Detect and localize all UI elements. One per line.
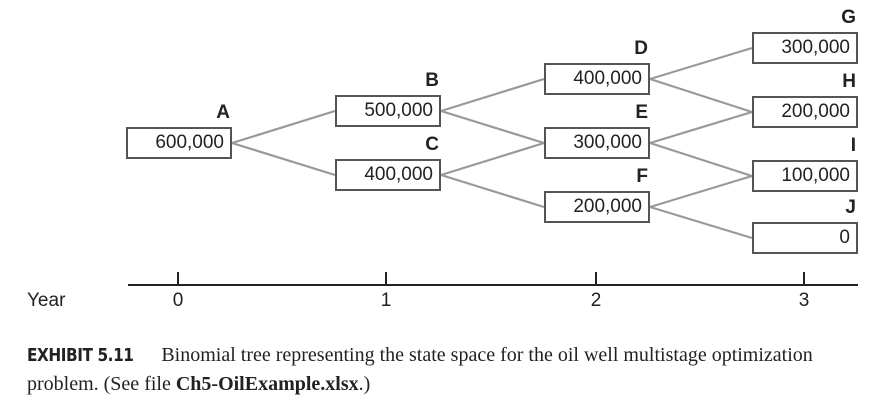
node-label-D: D — [634, 38, 648, 59]
node-label-J: J — [845, 197, 856, 218]
tick-label: 2 — [590, 290, 602, 311]
caption-end: .) — [358, 373, 371, 395]
exhibit-number: EXHIBIT 5.11 — [27, 345, 134, 366]
edge-B-D — [440, 77, 545, 113]
edge-A-C — [231, 141, 336, 177]
edge-C-E — [440, 141, 545, 177]
caption-text: Binomial tree representing the state spa… — [27, 344, 813, 395]
node-label-F: F — [636, 166, 648, 187]
edge-B-E — [440, 109, 545, 145]
edge-F-I — [649, 174, 753, 209]
edge-A-B — [231, 109, 336, 145]
node-B: 500,000 — [335, 95, 441, 127]
node-label-G: G — [841, 7, 856, 28]
node-label-E: E — [635, 102, 648, 123]
node-D: 400,000 — [544, 63, 650, 95]
node-value: 200,000 — [781, 101, 850, 122]
caption-file: Ch5-OilExample.xlsx — [175, 373, 359, 395]
edge-C-F — [440, 173, 545, 209]
node-value: 300,000 — [573, 132, 642, 153]
node-F: 200,000 — [544, 191, 650, 223]
node-value: 500,000 — [364, 100, 433, 121]
edge-E-H — [649, 110, 753, 145]
edge-D-G — [649, 46, 753, 81]
axis-label: Year — [27, 290, 66, 311]
node-label-H: H — [842, 71, 856, 92]
node-value: 200,000 — [573, 196, 642, 217]
node-label-I: I — [850, 135, 856, 156]
edge-D-H — [649, 77, 753, 114]
node-A: 600,000 — [126, 127, 232, 159]
node-value: 100,000 — [781, 165, 850, 186]
node-value: 0 — [839, 227, 850, 248]
node-label-A: A — [216, 102, 230, 123]
node-label-B: B — [425, 70, 439, 91]
node-value: 400,000 — [573, 68, 642, 89]
node-value: 600,000 — [155, 132, 224, 153]
node-H: 200,000 — [752, 96, 858, 128]
node-label-C: C — [425, 134, 439, 155]
node-value: 300,000 — [781, 37, 850, 58]
tick-label: 1 — [380, 290, 392, 311]
caption: EXHIBIT 5.11 Binomial tree representing … — [27, 341, 867, 398]
tick-label: 0 — [172, 290, 184, 311]
node-J: 0 — [752, 222, 858, 254]
node-value: 400,000 — [364, 164, 433, 185]
edge-E-I — [649, 141, 753, 178]
node-G: 300,000 — [752, 32, 858, 64]
edge-F-J — [649, 205, 753, 240]
node-C: 400,000 — [335, 159, 441, 191]
tick-label: 3 — [798, 290, 810, 311]
node-E: 300,000 — [544, 127, 650, 159]
node-I: 100,000 — [752, 160, 858, 192]
